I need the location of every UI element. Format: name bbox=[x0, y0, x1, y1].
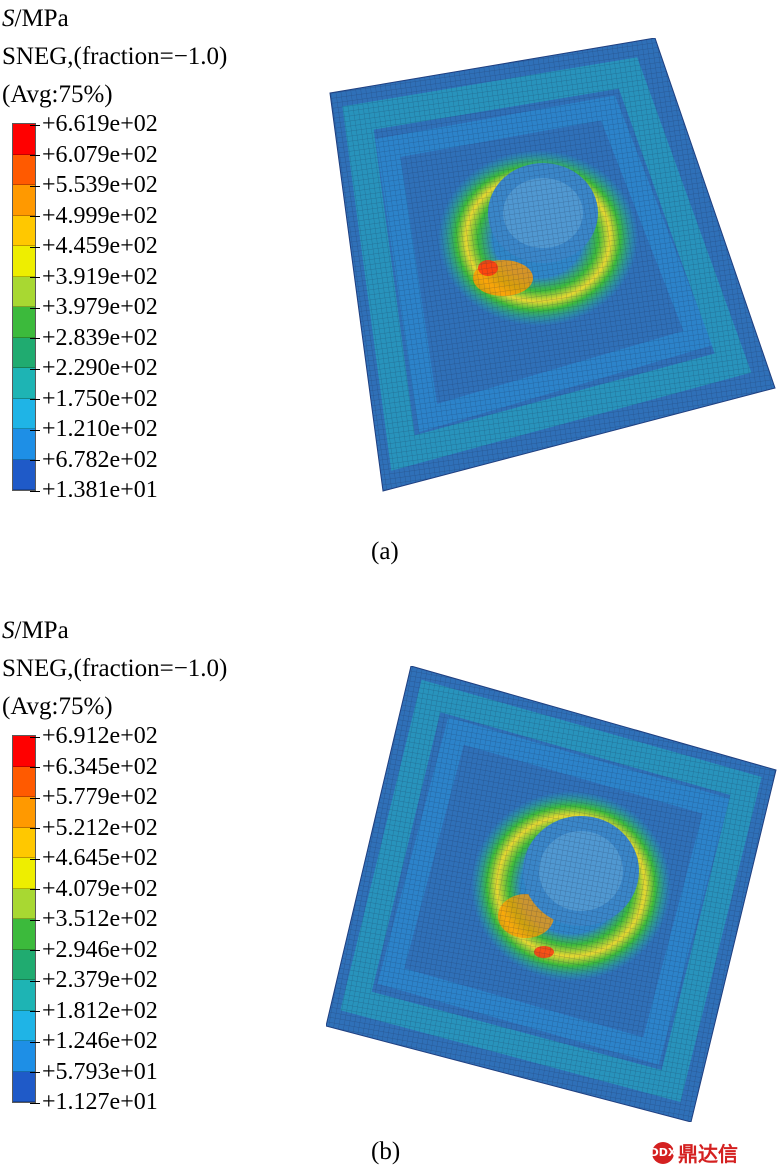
scale-tick-label: +1.127e+01 bbox=[30, 1087, 158, 1118]
scale-tick-label: +1.381e+01 bbox=[30, 475, 158, 506]
scale-swatch bbox=[13, 307, 35, 338]
scale-swatch bbox=[13, 368, 35, 399]
scale-swatch bbox=[13, 154, 35, 185]
scale-ticks-a: +6.619e+02 +6.079e+02 +5.539e+02 +4.999e+02… bbox=[30, 109, 158, 506]
scale-swatch bbox=[13, 858, 35, 889]
scale-swatch bbox=[13, 124, 35, 155]
scale-tick-label: +3.919e+02 bbox=[30, 262, 158, 293]
legend-averaging: (Avg:75%) bbox=[2, 693, 113, 720]
watermark-text: 鼎达信 bbox=[678, 1142, 738, 1166]
scale-swatch bbox=[13, 949, 35, 980]
scale-tick-label: +5.539e+02 bbox=[30, 170, 158, 201]
legend-a: S/MPa SNEG,(fraction=−1.0) (Avg:75%) bbox=[2, 0, 227, 114]
caption-a: (a) bbox=[371, 538, 399, 565]
scale-swatch bbox=[13, 398, 35, 429]
scale-tick-label: +6.079e+02 bbox=[30, 140, 158, 171]
scale-tick-label: +1.812e+02 bbox=[30, 996, 158, 1027]
contour-plot-a bbox=[329, 38, 776, 492]
scale-tick-label: +2.839e+02 bbox=[30, 323, 158, 354]
scale-tick-label: +4.999e+02 bbox=[30, 201, 158, 232]
scale-tick-label: +5.212e+02 bbox=[30, 813, 158, 844]
scale-tick-label: +6.619e+02 bbox=[30, 109, 158, 140]
contour-plot-b bbox=[326, 666, 777, 1122]
watermark-logo: DDX 鼎达信 bbox=[650, 1138, 738, 1167]
scale-swatch bbox=[13, 459, 35, 490]
scale-swatch bbox=[13, 246, 35, 277]
legend-variable: S bbox=[2, 617, 15, 644]
color-scale-b bbox=[12, 735, 36, 1103]
scale-tick-label: +2.379e+02 bbox=[30, 965, 158, 996]
scale-tick-label: +6.782e+02 bbox=[30, 445, 158, 476]
scale-ticks-b: +6.912e+02 +6.345e+02 +5.779e+02 +5.212e+02… bbox=[30, 721, 158, 1118]
scale-tick-label: +1.246e+02 bbox=[30, 1026, 158, 1057]
scale-tick-label: +3.979e+02 bbox=[30, 292, 158, 323]
scale-tick-label: +5.793e+01 bbox=[30, 1057, 158, 1088]
scale-swatch bbox=[13, 429, 35, 460]
scale-swatch bbox=[13, 1071, 35, 1102]
watermark-icon: DDX bbox=[650, 1141, 676, 1164]
scale-tick-label: +4.459e+02 bbox=[30, 231, 158, 262]
scale-swatch bbox=[13, 337, 35, 368]
scale-swatch bbox=[13, 1010, 35, 1041]
scale-swatch bbox=[13, 766, 35, 797]
legend-component: SNEG,(fraction=−1.0) bbox=[2, 43, 228, 70]
legend-averaging: (Avg:75%) bbox=[2, 81, 113, 108]
scale-swatch bbox=[13, 185, 35, 216]
scale-swatch bbox=[13, 888, 35, 919]
scale-tick-label: +1.750e+02 bbox=[30, 384, 158, 415]
legend-unit: /MPa bbox=[14, 5, 69, 32]
scale-swatch bbox=[13, 827, 35, 858]
legend-variable-line: S/MPa bbox=[2, 0, 227, 38]
legend-variable: S bbox=[2, 5, 15, 32]
legend-variable-line: S/MPa bbox=[2, 612, 227, 650]
caption-b: (b) bbox=[371, 1138, 401, 1165]
legend-b: S/MPa SNEG,(fraction=−1.0) (Avg:75%) bbox=[2, 612, 227, 726]
scale-tick-label: +2.946e+02 bbox=[30, 935, 158, 966]
scale-tick-label: +2.290e+02 bbox=[30, 353, 158, 384]
scale-swatch bbox=[13, 1041, 35, 1072]
color-scale-a bbox=[12, 123, 36, 491]
scale-tick-label: +4.079e+02 bbox=[30, 874, 158, 905]
scale-swatch bbox=[13, 736, 35, 767]
panel-a: S/MPa SNEG,(fraction=−1.0) (Avg:75%) +6.… bbox=[2, 0, 776, 565]
legend-unit: /MPa bbox=[14, 617, 69, 644]
scale-swatch bbox=[13, 919, 35, 950]
scale-tick-label: +6.345e+02 bbox=[30, 752, 158, 783]
scale-tick-label: +1.210e+02 bbox=[30, 414, 158, 445]
legend-component: SNEG,(fraction=−1.0) bbox=[2, 655, 228, 682]
scale-tick-label: +3.512e+02 bbox=[30, 904, 158, 935]
scale-swatch bbox=[13, 797, 35, 828]
scale-tick-label: +6.912e+02 bbox=[30, 721, 158, 752]
scale-tick-label: +4.645e+02 bbox=[30, 843, 158, 874]
scale-swatch bbox=[13, 980, 35, 1011]
scale-swatch bbox=[13, 215, 35, 246]
scale-swatch bbox=[13, 276, 35, 307]
scale-tick-label: +5.779e+02 bbox=[30, 782, 158, 813]
panel-b: S/MPa SNEG,(fraction=−1.0) (Avg:75%) +6.… bbox=[0, 612, 779, 1175]
